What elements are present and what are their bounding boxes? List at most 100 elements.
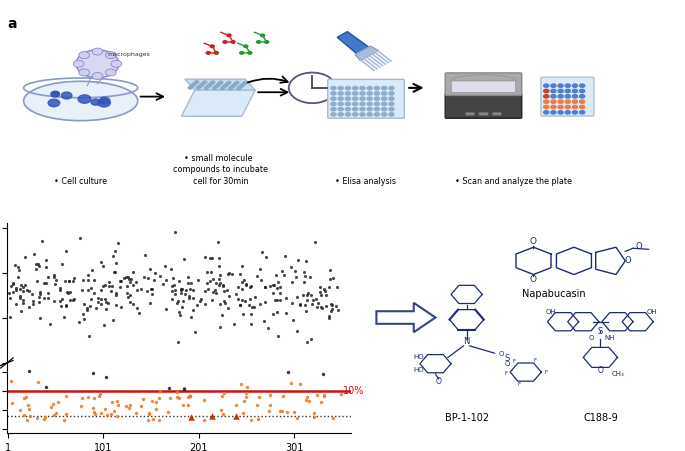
Point <box>18 300 29 307</box>
Point <box>16 308 27 315</box>
Point <box>305 291 316 299</box>
Point <box>309 410 320 417</box>
Point <box>185 313 196 321</box>
Point <box>328 414 339 422</box>
Point <box>131 409 142 416</box>
Point <box>234 301 245 308</box>
Point <box>301 393 312 400</box>
Point <box>28 297 39 304</box>
Point <box>253 415 264 423</box>
Circle shape <box>389 92 394 95</box>
Circle shape <box>222 86 226 88</box>
Point <box>314 283 325 290</box>
Point <box>64 277 75 285</box>
Point <box>236 297 247 304</box>
Circle shape <box>375 107 379 111</box>
Circle shape <box>338 107 343 111</box>
Point <box>316 304 327 312</box>
Circle shape <box>353 107 358 111</box>
Point <box>167 274 178 281</box>
Point <box>59 416 70 423</box>
Point <box>245 320 256 327</box>
Circle shape <box>212 87 216 89</box>
Text: 10%: 10% <box>343 387 364 396</box>
Circle shape <box>231 41 235 43</box>
Point <box>167 287 178 294</box>
Point <box>89 394 100 401</box>
Text: O: O <box>498 351 503 357</box>
Point <box>149 277 160 284</box>
Point <box>142 416 153 423</box>
Circle shape <box>580 106 585 109</box>
Circle shape <box>558 100 563 103</box>
Text: F: F <box>505 372 508 377</box>
Point <box>22 402 33 409</box>
Circle shape <box>248 51 252 54</box>
Point <box>17 284 28 291</box>
Point <box>38 279 49 286</box>
Point <box>132 286 143 293</box>
Point <box>124 405 135 412</box>
Point <box>286 299 297 307</box>
Point <box>267 310 278 317</box>
Point <box>292 257 303 264</box>
Point <box>253 393 264 400</box>
Point <box>95 258 106 266</box>
Point <box>208 288 219 295</box>
Point <box>48 272 59 279</box>
Circle shape <box>331 113 336 116</box>
Circle shape <box>206 85 210 88</box>
Text: HO: HO <box>413 354 424 360</box>
Text: Napabucasin: Napabucasin <box>522 289 586 299</box>
Point <box>286 379 297 386</box>
Point <box>291 294 302 301</box>
Point <box>164 395 175 402</box>
Circle shape <box>264 41 269 43</box>
Circle shape <box>544 100 549 103</box>
Point <box>175 286 186 294</box>
Point <box>238 410 249 417</box>
Point <box>106 282 117 289</box>
Circle shape <box>345 92 351 95</box>
Point <box>240 393 251 400</box>
Circle shape <box>544 110 549 114</box>
Point <box>237 263 248 270</box>
Point <box>24 367 35 374</box>
Point <box>79 301 90 308</box>
Point <box>95 391 105 398</box>
Point <box>260 283 271 290</box>
Point <box>14 285 25 293</box>
Point <box>308 413 319 420</box>
Point <box>174 395 185 402</box>
Point <box>305 273 316 280</box>
Point <box>210 290 221 297</box>
Point <box>74 235 85 242</box>
Point <box>281 295 292 302</box>
Point <box>207 412 218 419</box>
Point <box>86 295 97 302</box>
Point <box>113 401 124 408</box>
Point <box>125 291 136 299</box>
Point <box>121 273 132 280</box>
Text: • Elisa analysis: • Elisa analysis <box>336 177 397 186</box>
Point <box>88 276 99 283</box>
Point <box>35 314 46 322</box>
Point <box>236 286 247 293</box>
Circle shape <box>92 48 103 55</box>
Point <box>45 404 56 411</box>
Point <box>288 316 299 323</box>
Circle shape <box>214 51 219 54</box>
Point <box>105 410 116 417</box>
Text: CH₃: CH₃ <box>611 371 624 377</box>
Point <box>11 284 22 291</box>
Circle shape <box>257 41 260 43</box>
Point <box>277 393 288 400</box>
Point <box>68 295 79 303</box>
Point <box>274 283 285 290</box>
Point <box>217 281 228 289</box>
Point <box>19 411 30 419</box>
Point <box>240 281 251 288</box>
Circle shape <box>375 92 379 95</box>
Point <box>42 295 53 302</box>
Text: N: N <box>464 337 470 346</box>
